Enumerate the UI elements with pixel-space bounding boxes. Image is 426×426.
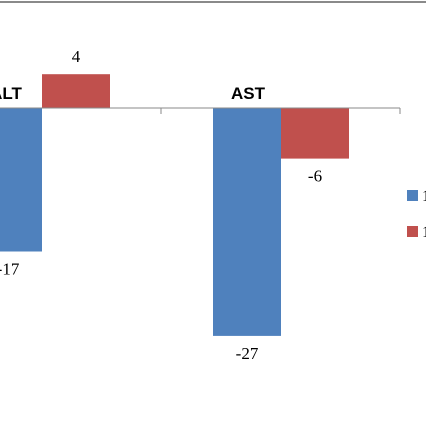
- category-label-ast: AST: [231, 84, 266, 103]
- data-label-ast-series-1: -27: [236, 344, 259, 363]
- legend-swatch-series-2: [407, 226, 418, 237]
- legend-label-series-1: 1: [422, 188, 426, 205]
- bar-ast-series-2: [281, 108, 349, 159]
- data-label-alt-series-2: 4: [72, 47, 81, 66]
- labels-layer: -17 -27 4 -6 ALT AST: [0, 47, 322, 363]
- bar-alt-series-1: [0, 108, 42, 252]
- bar-ast-series-1: [213, 108, 281, 336]
- category-label-alt: ALT: [0, 84, 23, 103]
- legend-label-series-2: 1: [422, 224, 426, 241]
- data-label-ast-series-2: -6: [308, 167, 322, 186]
- legend-swatch-series-1: [407, 190, 418, 201]
- legend: 11: [407, 188, 426, 241]
- data-label-alt-series-1: -17: [0, 260, 20, 279]
- axis-layer: [0, 107, 401, 114]
- bar-alt-series-2: [42, 74, 110, 108]
- bars-layer: [0, 74, 349, 336]
